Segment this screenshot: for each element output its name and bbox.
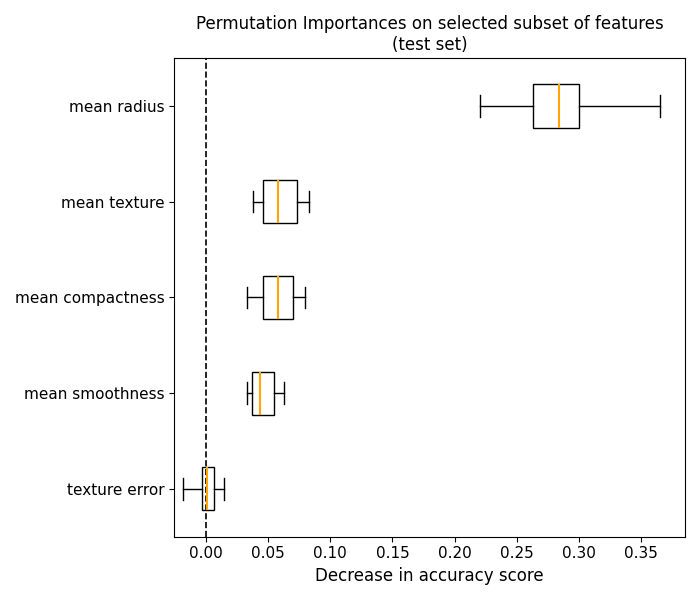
PathPatch shape — [263, 276, 293, 319]
PathPatch shape — [202, 467, 214, 511]
PathPatch shape — [252, 371, 274, 415]
X-axis label: Decrease in accuracy score: Decrease in accuracy score — [316, 567, 544, 585]
PathPatch shape — [263, 180, 297, 223]
Title: Permutation Importances on selected subset of features
(test set): Permutation Importances on selected subs… — [196, 15, 664, 54]
PathPatch shape — [533, 85, 579, 128]
